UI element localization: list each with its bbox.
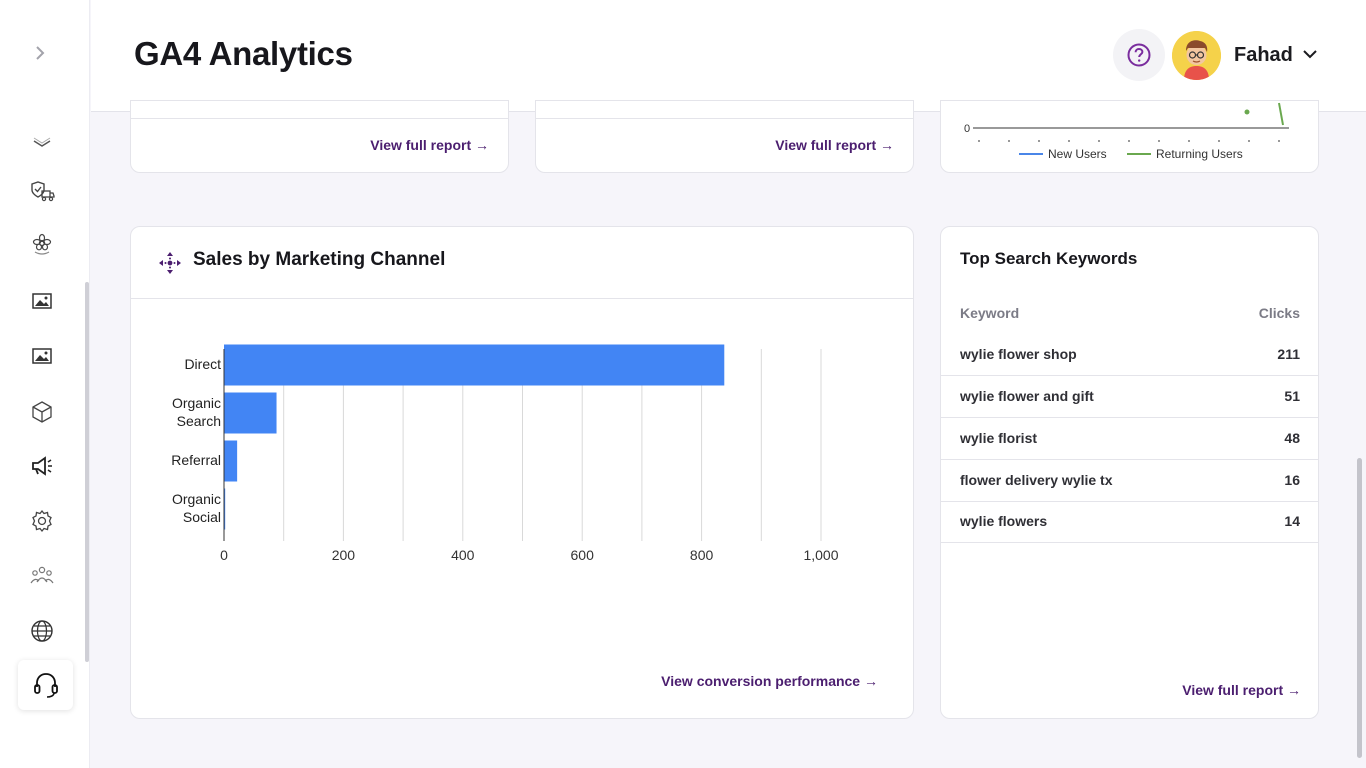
legend-label: New Users [1048,147,1107,161]
users-chart-card: 0 New Users Returning Users [940,100,1319,173]
bar[interactable] [224,440,238,482]
x-tick-label: 800 [690,547,714,563]
keyword-cell: wylie flowers [960,513,1048,529]
x-tick-label: 200 [332,547,356,563]
card-title: Top Search Keywords [960,249,1138,268]
table-header: Keyword Clicks [941,305,1318,325]
category-label: Referral [171,452,221,468]
sidebar [0,0,90,768]
image-icon[interactable] [26,285,58,317]
bar[interactable] [224,392,277,434]
clicks-cell: 48 [1284,430,1300,446]
sidebar-scrollbar[interactable] [85,282,89,662]
column-header-clicks: Clicks [1258,305,1300,321]
category-label: Organic Search [172,395,221,429]
table-row: wylie flower shop 211 [941,334,1318,376]
view-full-report-link[interactable]: View full report → [370,137,489,153]
category-label: Organic Social [172,491,221,525]
keyword-cell: wylie flower shop [960,346,1077,362]
x-tick-label: 400 [451,547,475,563]
page-scrollbar[interactable] [1357,458,1362,758]
sales-by-channel-card: Sales by Marketing Channel Direct Organic… [130,226,914,719]
table-row: flower delivery wylie tx 16 [941,460,1318,502]
table-row: wylie flowers 14 [941,501,1318,543]
bar[interactable] [224,344,725,386]
clicks-cell: 211 [1277,346,1300,362]
view-conversion-performance-link[interactable]: View conversion performance → [661,673,878,689]
top-search-keywords-card: Top Search Keywords Keyword Clicks wylie… [940,226,1319,719]
page-title: GA4 Analytics [134,35,353,72]
returning-users-line [1278,102,1284,126]
users-icon[interactable] [26,560,58,592]
move-arrows-icon [157,250,183,276]
users-line-chart: 0 [964,102,1289,142]
category-label: Direct [184,356,221,372]
report-card-2: View full report → [535,100,914,173]
y-tick-label: 0 [964,123,970,135]
flower-icon[interactable] [26,229,58,261]
sidebar-expand-chevron-icon[interactable] [28,40,52,66]
legend-new-users: New Users [1019,147,1107,161]
shield-truck-icon[interactable] [26,176,58,208]
keyword-cell: flower delivery wylie tx [960,472,1113,488]
help-button[interactable] [1113,29,1165,81]
card-header: Sales by Marketing Channel [131,227,913,299]
help-icon [1127,43,1151,67]
view-full-report-link[interactable]: View full report → [775,137,894,153]
x-tick-label: 600 [571,547,595,563]
clicks-cell: 16 [1284,472,1300,488]
legend-label: Returning Users [1156,147,1243,161]
column-header-keyword: Keyword [960,305,1020,321]
keyword-cell: wylie flower and gift [960,388,1094,404]
table-row: wylie flower and gift 51 [941,376,1318,418]
x-tick-stubs [978,140,1280,142]
chevron-down-icon[interactable] [1301,44,1319,64]
image-icon[interactable] [26,340,58,372]
clicks-cell: 51 [1284,388,1300,404]
returning-users-point [1244,109,1250,115]
x-tick-label: 0 [220,547,228,563]
megaphone-icon[interactable] [26,450,58,482]
user-name[interactable]: Fahad [1234,44,1293,66]
report-card-1: View full report → [130,100,509,173]
card-title: Sales by Marketing Channel [193,249,446,270]
bar[interactable] [224,488,226,530]
gear-icon[interactable] [26,505,58,537]
table-row: wylie florist 48 [941,418,1318,460]
sales-bar-chart: Direct Organic Search Referral Organic Social… [171,344,839,563]
headset-icon[interactable] [18,660,73,710]
globe-icon[interactable] [26,615,58,647]
box-icon[interactable] [26,396,58,428]
view-full-report-link[interactable]: View full report → [1182,682,1301,698]
chevron-down-icon[interactable] [26,126,58,158]
keyword-cell: wylie florist [960,430,1038,446]
x-tick-label: 1,000 [803,547,838,563]
top-header: GA4 Analytics Fahad [91,0,1366,112]
legend-returning-users: Returning Users [1127,147,1243,161]
clicks-cell: 14 [1284,513,1300,529]
avatar[interactable] [1172,31,1221,80]
